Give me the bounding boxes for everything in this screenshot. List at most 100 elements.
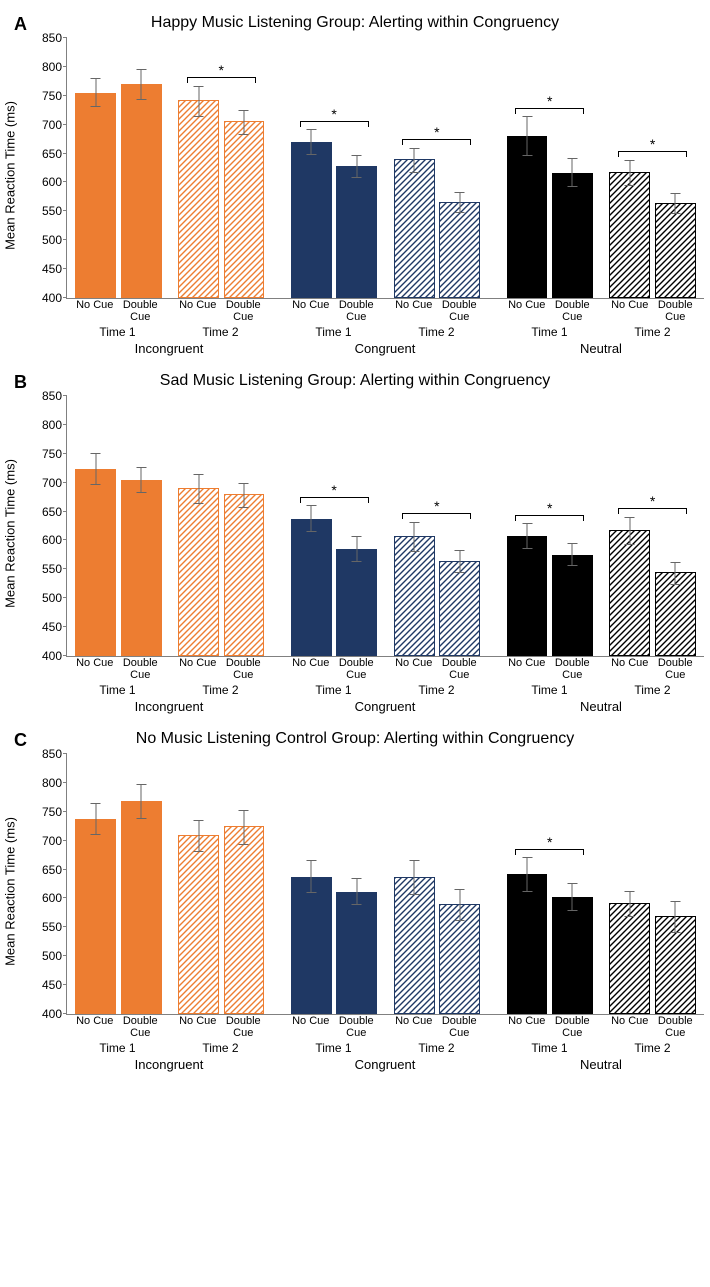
error-bar: [527, 116, 528, 156]
error-bar: [311, 129, 312, 154]
cue-label: Double Cue: [221, 657, 267, 681]
cue-label: Double Cue: [334, 1015, 380, 1039]
bar: [291, 519, 332, 657]
time-label: Time 1: [72, 325, 163, 339]
error-bar: [414, 522, 415, 552]
cue-label: No Cue: [288, 657, 334, 681]
cue-label: Double Cue: [437, 657, 483, 681]
bar: [75, 469, 116, 656]
bar-pair: *: [289, 519, 380, 657]
cue-label: No Cue: [504, 657, 550, 681]
cue-label: No Cue: [288, 1015, 334, 1039]
error-bar: [459, 192, 460, 213]
error-bar: [527, 857, 528, 892]
time-label: Time 1: [288, 683, 379, 697]
bar-pair: *: [607, 530, 698, 656]
error-bar: [675, 901, 676, 933]
cue-label: No Cue: [391, 299, 437, 323]
bar: [291, 142, 332, 298]
bar: [75, 93, 116, 298]
bar: [394, 159, 435, 298]
time-label: Time 1: [504, 1041, 595, 1055]
error-bar: [356, 155, 357, 178]
cue-label: Double Cue: [221, 299, 267, 323]
bar-pair: [176, 826, 267, 1014]
condition-label: Neutral: [504, 699, 698, 714]
error-bar: [95, 803, 96, 835]
cue-label: Double Cue: [118, 657, 164, 681]
error-bar: [198, 474, 199, 504]
cue-label: No Cue: [175, 299, 221, 323]
bar: [609, 172, 650, 298]
cue-label: Double Cue: [118, 1015, 164, 1039]
cue-label: No Cue: [72, 299, 118, 323]
cue-label: No Cue: [72, 1015, 118, 1039]
cue-label: Double Cue: [334, 299, 380, 323]
time-label: Time 2: [607, 1041, 698, 1055]
cue-label: No Cue: [607, 299, 653, 323]
error-bar: [311, 860, 312, 892]
bar: [394, 877, 435, 1015]
cue-label: Double Cue: [437, 299, 483, 323]
error-bar: [95, 453, 96, 485]
bar-pair: *: [607, 172, 698, 298]
error-bar: [629, 517, 630, 545]
cue-label: No Cue: [504, 299, 550, 323]
error-bar: [95, 78, 96, 107]
y-axis-label: Mean Reaction Time (ms): [3, 817, 18, 966]
error-bar: [572, 543, 573, 566]
time-label: Time 1: [72, 1041, 163, 1055]
cue-label: Double Cue: [653, 1015, 699, 1039]
error-bar: [629, 891, 630, 916]
bar: [336, 549, 377, 656]
bar-pair: [73, 84, 164, 298]
bar-pair: [391, 877, 482, 1015]
error-bar: [629, 160, 630, 185]
panel-title: Happy Music Listening Group: Alerting wi…: [6, 14, 704, 32]
condition-label: Neutral: [504, 1057, 698, 1072]
condition-label: Congruent: [288, 341, 482, 356]
bar: [178, 488, 219, 656]
error-bar: [414, 860, 415, 895]
bar-pair: *: [504, 874, 595, 1014]
panel-title: Sad Music Listening Group: Alerting with…: [6, 372, 704, 390]
condition-label: Incongruent: [72, 341, 266, 356]
time-label: Time 2: [391, 683, 482, 697]
cue-label: No Cue: [72, 657, 118, 681]
y-tick-column: 850800750700650600550500450400: [32, 396, 66, 656]
cue-label: No Cue: [391, 657, 437, 681]
bar: [291, 877, 332, 1015]
error-bar: [572, 883, 573, 911]
bar: [178, 100, 219, 298]
condition-label: Incongruent: [72, 1057, 266, 1072]
panel: BSad Music Listening Group: Alerting wit…: [6, 372, 704, 714]
bar-pair: [289, 877, 380, 1015]
y-axis-label: Mean Reaction Time (ms): [3, 459, 18, 608]
bar: [224, 494, 265, 656]
error-bar: [572, 158, 573, 187]
cue-label: No Cue: [391, 1015, 437, 1039]
time-label: Time 2: [175, 325, 266, 339]
error-bar: [141, 69, 142, 100]
error-bar: [356, 878, 357, 906]
y-axis-label: Mean Reaction Time (ms): [3, 101, 18, 250]
cue-label: Double Cue: [334, 657, 380, 681]
time-label: Time 2: [175, 683, 266, 697]
cue-label: No Cue: [175, 657, 221, 681]
bar: [507, 874, 548, 1014]
panel-letter: A: [14, 14, 27, 35]
error-bar: [414, 148, 415, 173]
error-bar: [356, 536, 357, 561]
bar: [121, 801, 162, 1014]
bar: [121, 480, 162, 656]
bar-pair: [607, 903, 698, 1014]
figure-root: AHappy Music Listening Group: Alerting w…: [6, 14, 704, 1072]
bar: [655, 203, 696, 298]
bar: [439, 561, 480, 656]
bar-pair: [176, 488, 267, 656]
bar: [552, 555, 593, 656]
panel-letter: C: [14, 730, 27, 751]
bar-pair: *: [391, 536, 482, 656]
bar: [178, 835, 219, 1014]
time-label: Time 2: [175, 1041, 266, 1055]
